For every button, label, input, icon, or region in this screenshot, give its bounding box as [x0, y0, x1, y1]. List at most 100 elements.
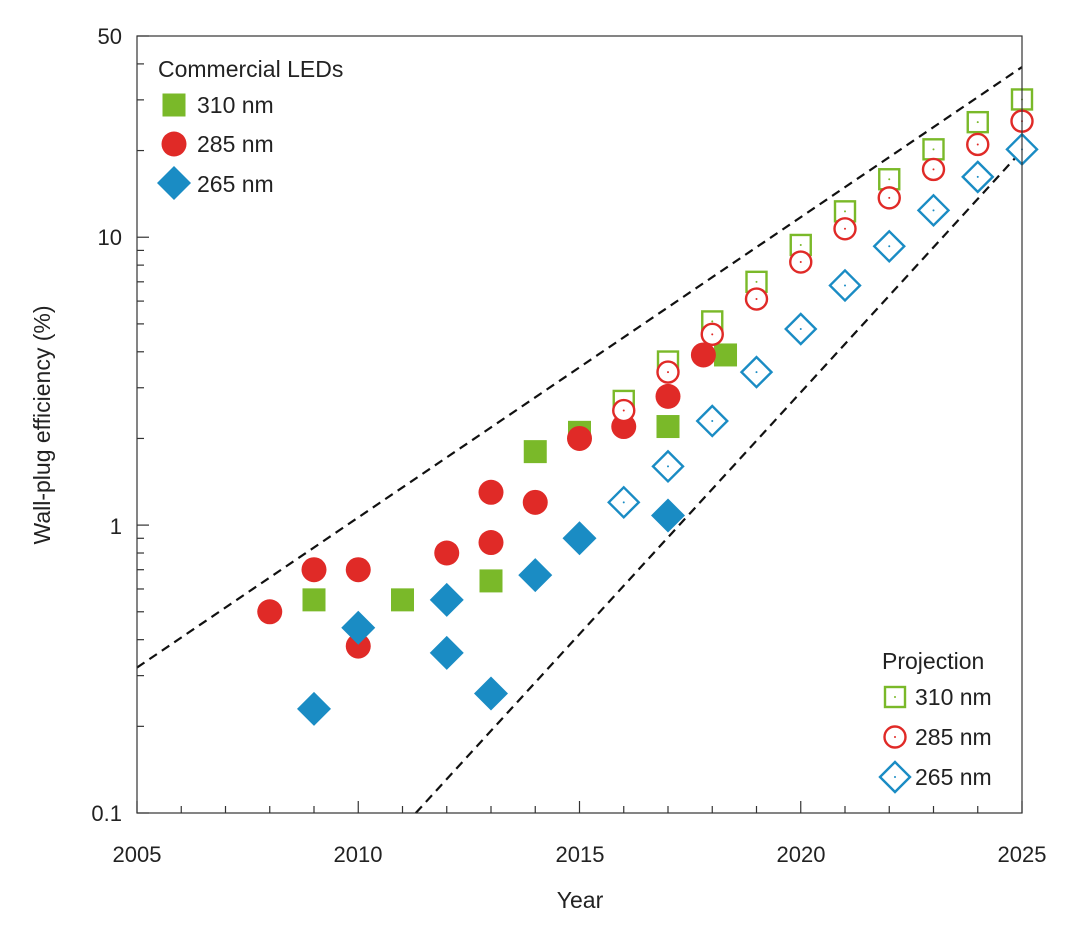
legend-title: Commercial LEDs — [158, 56, 343, 82]
center-dot — [976, 143, 979, 146]
diamond-filled-marker — [562, 521, 597, 556]
circle-shape — [478, 479, 504, 505]
y-tick-label: 10 — [98, 225, 122, 250]
diamond-shape — [651, 498, 685, 533]
square-shape — [714, 343, 738, 367]
center-dot — [755, 280, 758, 283]
x-tick-label: 2005 — [113, 842, 162, 867]
center-dot — [799, 243, 802, 246]
trend-guide-line — [414, 149, 1023, 814]
diamond-shape — [429, 635, 464, 670]
y-tick-label: 1 — [110, 514, 122, 539]
square-open-marker — [883, 685, 907, 709]
center-dot — [894, 776, 896, 778]
square-filled-marker — [302, 588, 326, 612]
circle-open-marker — [744, 287, 769, 311]
circle-open-marker — [883, 725, 907, 749]
diamond-filled-marker — [651, 498, 685, 533]
square-filled-marker — [656, 415, 680, 439]
circle-filled-marker — [345, 557, 371, 583]
center-dot — [667, 465, 669, 468]
square-open-marker — [966, 110, 989, 134]
circle-shape — [257, 599, 283, 625]
square-filled-marker — [714, 343, 738, 367]
diamond-open-marker — [695, 404, 729, 438]
circle-filled-marker — [567, 425, 592, 451]
legend-label: 310 nm — [197, 92, 274, 118]
square-shape — [656, 415, 680, 439]
circle-open-marker — [700, 322, 724, 347]
circle-filled-marker — [690, 342, 716, 368]
center-dot — [888, 196, 891, 199]
center-dot — [799, 261, 802, 264]
center-dot — [711, 333, 714, 336]
circle-filled-marker — [345, 633, 371, 659]
circle-shape — [690, 342, 716, 368]
diamond-filled-marker — [429, 582, 464, 617]
circle-shape — [567, 425, 592, 451]
center-dot — [799, 327, 802, 330]
diamond-shape — [157, 166, 191, 200]
square-filled-marker — [523, 440, 547, 464]
center-dot — [976, 121, 979, 124]
circle-shape — [301, 557, 327, 583]
circle-filled-marker — [522, 489, 548, 515]
circle-filled-marker — [161, 131, 187, 157]
circle-shape — [345, 633, 371, 659]
diamond-open-marker — [828, 268, 862, 303]
trend-guide-line — [136, 66, 1023, 669]
diamond-filled-marker — [341, 610, 376, 645]
circle-filled-marker — [478, 479, 504, 505]
diamond-filled-marker — [429, 635, 464, 670]
diamond-shape — [562, 521, 597, 556]
center-dot — [932, 148, 935, 151]
circle-filled-marker — [434, 540, 460, 566]
x-tick-label: 2020 — [777, 842, 826, 867]
diamond-shape — [341, 610, 376, 645]
y-tick-label: 0.1 — [91, 801, 122, 826]
legend-projection: Projection 310 nm 285 nm 265 nm — [878, 648, 992, 794]
x-tick-label: 2010 — [334, 842, 383, 867]
center-dot — [932, 168, 935, 171]
center-dot — [888, 245, 891, 248]
circle-open-marker — [833, 217, 857, 241]
x-axis-label: Year — [557, 887, 604, 913]
legend-label: 285 nm — [197, 131, 274, 157]
diamond-filled-marker — [297, 691, 331, 726]
x-tick-label: 2025 — [998, 842, 1047, 867]
diamond-shape — [518, 558, 553, 593]
square-shape — [302, 588, 326, 612]
circle-filled-marker — [301, 557, 327, 583]
circle-shape — [345, 557, 371, 583]
diamond-open-marker — [878, 760, 912, 794]
center-dot — [894, 696, 896, 698]
legend-label: 310 nm — [915, 684, 992, 710]
diamond-shape — [297, 691, 331, 726]
circle-open-marker — [656, 360, 680, 384]
legend-label: 285 nm — [915, 724, 992, 750]
legend-commercial: Commercial LEDs 310 nm 285 nm 265 nm — [157, 56, 343, 200]
square-open-marker — [922, 138, 945, 161]
y-tick-label: 50 — [98, 24, 122, 49]
center-dot — [894, 736, 896, 738]
center-dot — [888, 178, 891, 181]
square-shape — [162, 93, 186, 117]
center-dot — [711, 419, 714, 422]
square-filled-marker — [162, 93, 186, 117]
center-dot — [711, 320, 714, 323]
circle-open-marker — [877, 186, 901, 210]
center-dot — [844, 284, 846, 287]
center-dot — [976, 175, 979, 178]
center-dot — [622, 409, 625, 412]
legend-label: 265 nm — [197, 171, 274, 197]
diamond-filled-marker — [518, 558, 553, 593]
circle-open-marker — [921, 157, 946, 182]
center-dot — [844, 210, 846, 213]
circle-open-marker — [966, 132, 990, 157]
circle-open-marker — [789, 250, 813, 274]
diamond-open-marker — [784, 312, 818, 346]
center-dot — [755, 371, 758, 374]
center-dot — [622, 501, 625, 504]
x-tick-label: 2015 — [556, 842, 605, 867]
